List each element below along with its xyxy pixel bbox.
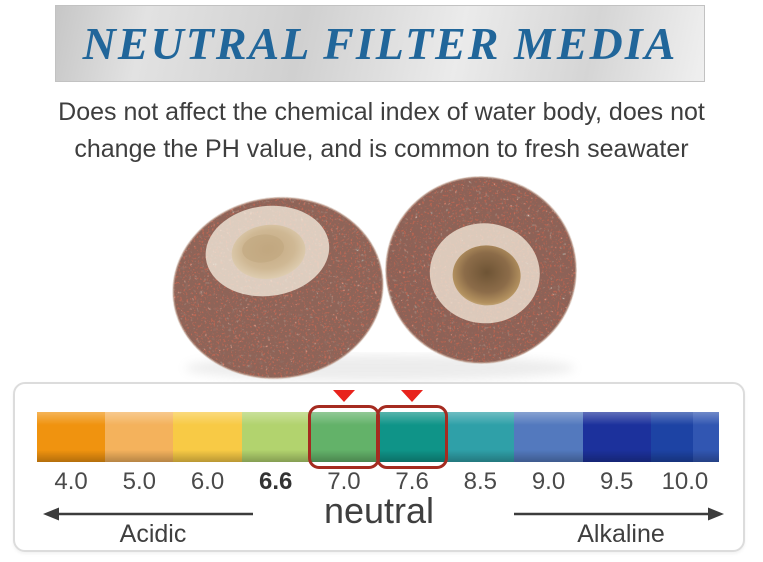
subtitle: Does not affect the chemical index of wa… <box>0 94 763 168</box>
ph-segment-7.0 <box>307 390 381 469</box>
ph-segment-10.0 <box>650 412 720 462</box>
ph-tick-label: 7.0 <box>327 468 361 495</box>
ph-tick-label: 9.0 <box>531 468 566 495</box>
subtitle-line-2: change the PH value, and is common to fr… <box>74 135 689 163</box>
acidic-arrow-icon <box>43 507 253 521</box>
ph-bar <box>37 390 720 469</box>
subtitle-line-1: Does not affect the chemical index of wa… <box>58 98 705 126</box>
ph-tick-label: 10.0 <box>661 468 709 495</box>
ph-tick-label: 9.5 <box>600 468 634 495</box>
ph-segment-5.0 <box>105 412 174 462</box>
ph-tick-label: 6.6 <box>259 468 293 495</box>
ph-tick-labels: 4.0 5.0 6.0 6.6 7.0 7.6 8.5 9.0 9.5 10.0 <box>37 468 719 496</box>
alkaline-label: Alkaline <box>577 520 665 548</box>
ph-segment-8.5 <box>446 412 515 462</box>
ph-segment-9.5 <box>582 412 651 462</box>
marker-triangle-icon <box>401 390 424 402</box>
alkaline-arrow-icon <box>514 507 724 521</box>
filter-ring-right <box>385 175 577 365</box>
ph-scale-card: 4.0 5.0 6.0 6.6 7.0 7.6 8.5 9.0 9.5 10.0 neutral … <box>13 382 745 552</box>
ph-tick-label: 4.0 <box>54 468 88 495</box>
page-title: NEUTRAL FILTER MEDIA <box>82 18 678 69</box>
ph-segment-6.0 <box>173 412 242 462</box>
marker-triangle-icon <box>332 390 355 402</box>
neutral-label: neutral <box>323 490 435 531</box>
ph-tick-label: 5.0 <box>122 468 156 495</box>
ph-segment-6.6 <box>241 412 310 462</box>
ph-tick-label: 6.0 <box>190 468 225 495</box>
ph-segment-4.0 <box>37 412 106 462</box>
filter-ring-left <box>172 196 384 380</box>
ph-tick-label: 7.6 <box>395 468 429 495</box>
acidic-label: Acidic <box>119 520 187 548</box>
ph-tick-label: 8.5 <box>463 468 497 495</box>
ph-segment-9.0 <box>514 412 583 462</box>
ph-segment-7.6 <box>376 390 449 469</box>
title-banner: NEUTRAL FILTER MEDIA <box>55 5 705 82</box>
